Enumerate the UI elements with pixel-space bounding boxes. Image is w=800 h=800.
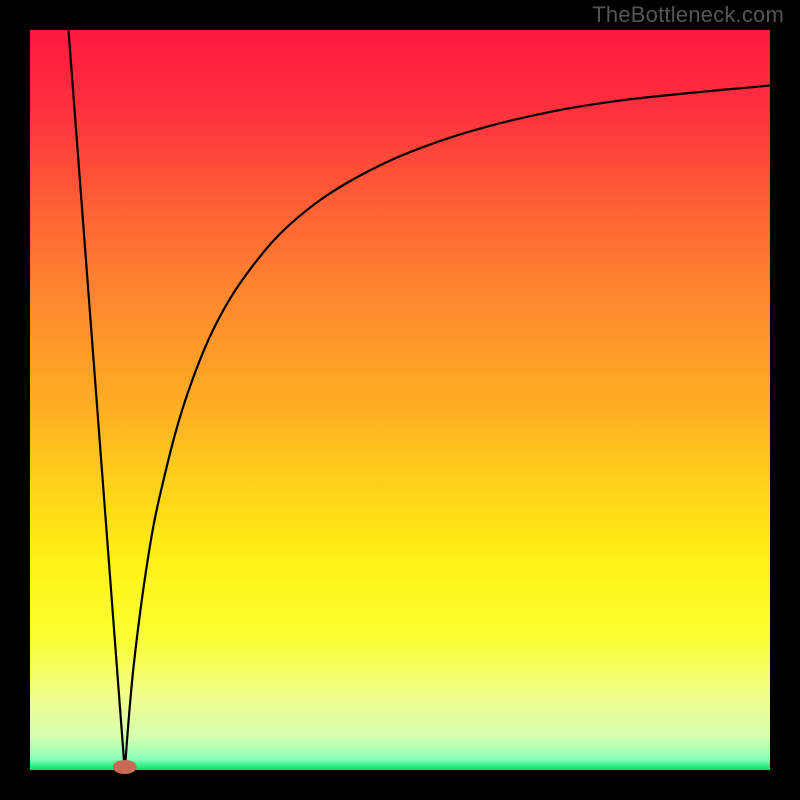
optimal-marker (113, 760, 137, 774)
chart-stage: TheBottleneck.com (0, 0, 800, 800)
watermark-text: TheBottleneck.com (592, 2, 784, 28)
plot-area (30, 30, 770, 770)
bottleneck-chart (0, 0, 800, 800)
